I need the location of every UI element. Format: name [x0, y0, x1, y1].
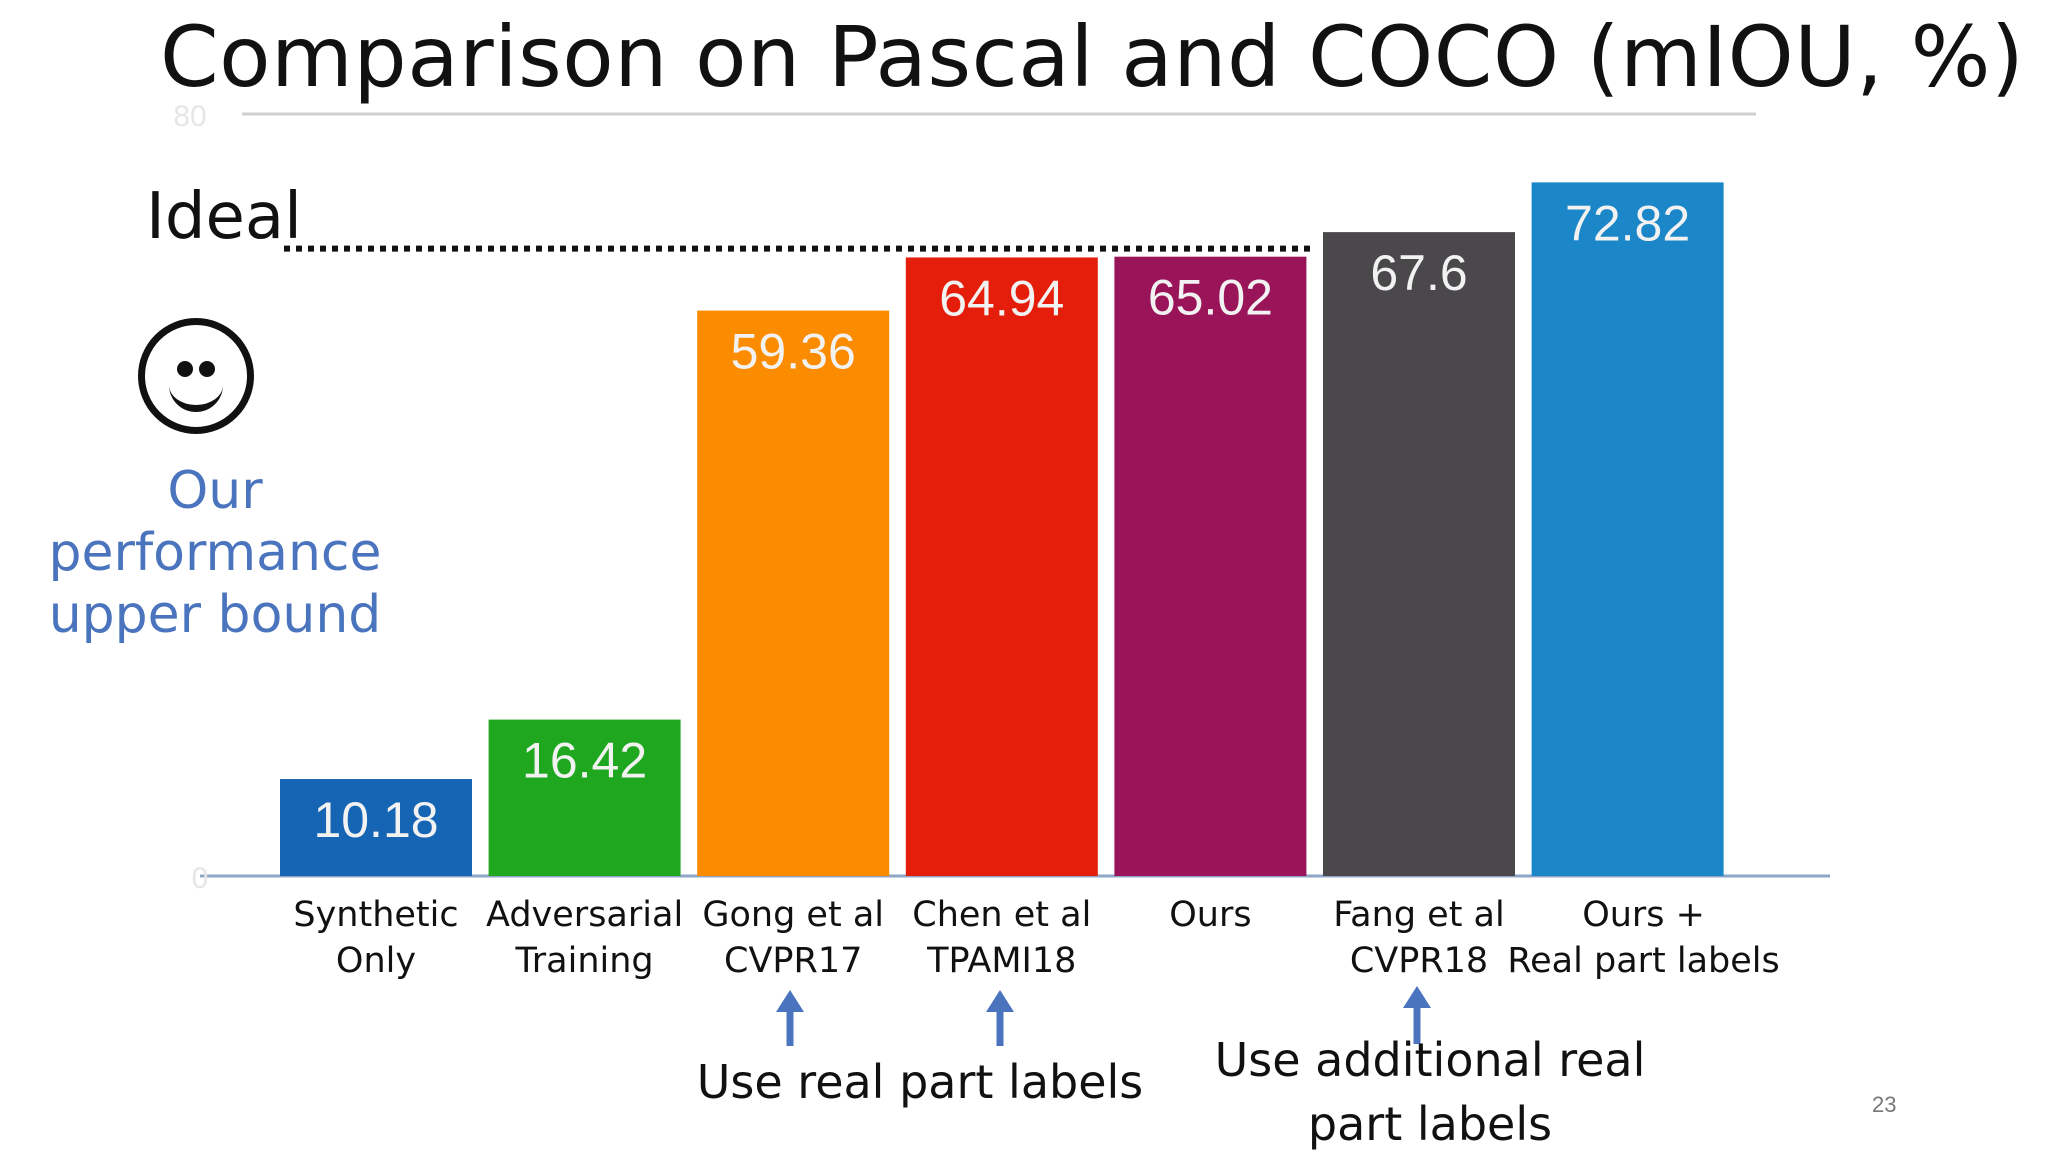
- x-category-label-5-line1: Ours: [1169, 895, 1251, 935]
- x-category-label-2-line1: Adversarial: [486, 895, 683, 935]
- arrow-up-icon-chen-head: [986, 990, 1014, 1012]
- bar-value-label-7: 72.82: [1565, 195, 1690, 251]
- bar-value-label-4: 64.94: [939, 270, 1064, 326]
- annotation-real-labels: Use real part labels: [696, 1055, 1144, 1109]
- y-tick-label-0: 0: [192, 862, 209, 895]
- x-category-label-7-line1: Ours +: [1582, 895, 1705, 935]
- upper-bound-note-line2: upper bound: [48, 585, 382, 645]
- y-tick-label-80: 80: [173, 100, 206, 133]
- ideal-label: Ideal: [146, 180, 302, 254]
- bar-value-label-1: 10.18: [313, 792, 438, 848]
- x-category-label-1-line1: Synthetic: [293, 895, 458, 935]
- annotation-additional-labels: Use additional real part labels: [1200, 1028, 1660, 1156]
- arrow-up-icon-chen: [986, 990, 1014, 1046]
- bar-1: [280, 779, 472, 876]
- chart-title: Comparison on Pascal and COCO (mIOU, %): [160, 8, 2025, 106]
- annotation-additional-line1: Use additional real: [1214, 1033, 1646, 1087]
- x-category-label-3-line1: Gong et al: [702, 895, 884, 935]
- x-category-label-4-line2: TPAMI18: [926, 941, 1076, 981]
- arrow-up-icon-gong: [776, 990, 804, 1046]
- upper-bound-note-line1: Our performance: [48, 461, 382, 583]
- x-category-label-7-line2: Real part labels: [1507, 941, 1779, 981]
- smiley-mouth: [169, 365, 223, 412]
- x-category-label-3-line2: CVPR17: [724, 941, 862, 981]
- bar-4: [905, 257, 1098, 876]
- x-category-label-4-line1: Chen et al: [912, 895, 1091, 935]
- x-category-label-2-line2: Training: [515, 941, 654, 981]
- upper-bound-note: Our performance upper bound: [0, 460, 430, 646]
- page-number: 23: [1872, 1092, 1897, 1117]
- bar-7: [1531, 182, 1724, 876]
- arrow-up-icon-fang: [1403, 986, 1431, 1044]
- bar-value-label-6: 67.6: [1370, 245, 1467, 301]
- bar-value-label-5: 65.02: [1148, 270, 1273, 326]
- bar-6: [1323, 232, 1515, 877]
- bar-3: [697, 310, 890, 876]
- x-category-label-6-line1: Fang et al: [1333, 895, 1504, 935]
- bar-value-label-3: 59.36: [731, 324, 856, 380]
- bar-5: [1114, 256, 1307, 876]
- arrow-up-icon-gong-head: [776, 990, 804, 1012]
- smiley-face-icon: [138, 318, 254, 434]
- annotation-additional-line2: part labels: [1307, 1097, 1553, 1151]
- x-category-label-6-line2: CVPR18: [1350, 941, 1488, 981]
- bar-2: [488, 719, 681, 876]
- x-category-label-1-line2: Only: [336, 941, 416, 981]
- arrow-up-icon-fang-head: [1403, 986, 1431, 1008]
- bar-value-label-2: 16.42: [522, 733, 647, 789]
